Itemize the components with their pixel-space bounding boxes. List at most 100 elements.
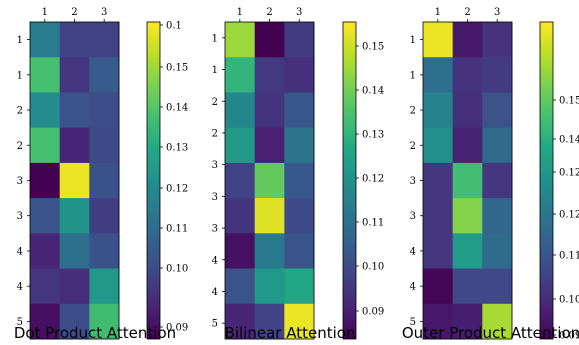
y-tick-label: 2 xyxy=(212,128,218,139)
colorbar-tick-label: 0.12 xyxy=(166,184,188,195)
x-tick-label: 3 xyxy=(296,7,302,18)
y-tick-label: 3 xyxy=(212,224,218,235)
heatmap-cell xyxy=(59,198,90,234)
y-tick-label: 5 xyxy=(410,317,416,328)
colorbar xyxy=(539,21,554,340)
heatmap-cell xyxy=(284,233,315,269)
heatmap-cell xyxy=(30,268,61,305)
heatmap-cell xyxy=(254,92,285,129)
heatmap-cell xyxy=(254,57,285,93)
heatmap-cell xyxy=(225,92,256,129)
heatmap-cell xyxy=(482,57,513,93)
chart-title: Outer Product Attention xyxy=(402,324,579,342)
colorbar-tick-label: 0.12 xyxy=(559,168,579,179)
heatmap-cell xyxy=(89,233,120,269)
heatmap-panel-3: 1 2 3 1 1 2 2 3 3 4 4 5 0.09 0.10 0.11 0.12 0.12 0.14 0.15… xyxy=(402,7,579,342)
heatmap-cell xyxy=(254,233,285,269)
colorbar-tick-label: 0.10 xyxy=(166,264,188,275)
heatmap-cell xyxy=(30,233,61,269)
colorbar-tick-label: 0.15 xyxy=(362,42,384,53)
heatmap-cell xyxy=(254,268,285,305)
heatmap-cell xyxy=(452,303,483,340)
heatmap-cell xyxy=(423,162,454,199)
heatmap-cell xyxy=(225,22,256,58)
heatmap-cell xyxy=(482,303,513,340)
y-tick-label: 3 xyxy=(212,192,218,203)
colorbar-tick-label: 0.13 xyxy=(166,143,188,154)
y-tick-label: 2 xyxy=(410,141,416,152)
x-tick-label: 1 xyxy=(42,7,48,18)
y-tick-label: 4 xyxy=(410,246,416,257)
heatmap-cell xyxy=(89,127,120,164)
heatmap-cell xyxy=(89,22,120,58)
heatmap-cell xyxy=(89,92,120,129)
y-tick-label: 2 xyxy=(17,141,23,152)
heatmap-cell xyxy=(423,127,454,164)
heatmap-cell xyxy=(89,57,120,93)
y-tick-label: 2 xyxy=(17,106,23,117)
y-tick-label: 3 xyxy=(410,211,416,222)
heatmap-cell xyxy=(423,303,454,340)
colorbar-tick-label: 0.11 xyxy=(166,224,188,235)
x-tick-label: 3 xyxy=(101,7,107,18)
colorbar-tick-label: 0.12 xyxy=(362,174,384,185)
y-tick-label: 5 xyxy=(17,317,23,328)
heatmap-cell xyxy=(423,233,454,269)
heatmap-cell xyxy=(482,268,513,305)
y-tick-label: 4 xyxy=(212,287,218,298)
heatmap-cell xyxy=(225,57,256,93)
heatmap-cell xyxy=(89,303,120,340)
heatmap-cell xyxy=(284,303,315,340)
heatmap-cell xyxy=(452,233,483,269)
colorbar-tick-label: 0.14 xyxy=(362,86,384,97)
y-tick-label: 1 xyxy=(212,65,218,76)
colorbar-tick-label: 0.09 xyxy=(166,323,188,334)
y-tick-label: 2 xyxy=(212,97,218,108)
heatmap-cell xyxy=(59,268,90,305)
y-tick-label: 4 xyxy=(212,255,218,266)
heatmap-cell xyxy=(482,92,513,129)
heatmap-panel-2: 1 2 3 1 1 2 2 3 3 3 4 4 5 0.09 0.10 0.11 0.12 0.13 0.14 0.1… xyxy=(212,7,385,342)
heatmap-cell xyxy=(284,268,315,305)
heatmap-cell xyxy=(59,233,90,269)
heatmap-cell xyxy=(59,92,90,129)
heatmap-cell xyxy=(59,162,90,199)
y-tick-label: 4 xyxy=(410,282,416,293)
heatmap-cell xyxy=(284,92,315,129)
y-tick-label: 3 xyxy=(212,160,218,171)
y-tick-label: 1 xyxy=(17,35,23,46)
x-tick-label: 1 xyxy=(237,7,243,18)
heatmap-cell xyxy=(452,92,483,129)
heatmap-cell xyxy=(423,268,454,305)
colorbar-tick-label: 0.11 xyxy=(362,218,384,229)
heatmap-cell xyxy=(452,162,483,199)
y-tick-label: 4 xyxy=(17,246,23,257)
colorbar-tick-label: 0.10 xyxy=(362,262,384,273)
heatmap-cell xyxy=(30,198,61,234)
colorbar-tick-label: 0.13 xyxy=(362,130,384,141)
y-tick-label: 1 xyxy=(212,33,218,44)
heatmap-cell xyxy=(423,198,454,234)
heatmap-panel-1: 1 2 3 1 1 2 2 3 3 4 4 5 0.09 0.10 0.11 0.12 0.13 0.14 0.15… xyxy=(14,7,188,342)
heatmap-cell xyxy=(30,303,61,340)
heatmap-cell xyxy=(254,162,285,199)
heatmap-cell xyxy=(30,127,61,164)
colorbar-tick-label: 0.11 xyxy=(559,251,579,262)
x-tick-label: 2 xyxy=(464,7,470,18)
heatmap-cell xyxy=(284,22,315,58)
heatmap-cell xyxy=(225,162,256,199)
heatmap-cell xyxy=(225,198,256,234)
x-tick-label: 1 xyxy=(435,7,441,18)
heatmap-cell xyxy=(254,22,285,58)
heatmap-cell xyxy=(284,57,315,93)
colorbar xyxy=(342,21,357,340)
heatmap-cell xyxy=(254,127,285,164)
heatmap-cell xyxy=(423,92,454,129)
heatmap-cell xyxy=(225,127,256,164)
y-tick-label: 1 xyxy=(17,70,23,81)
heatmap-cell xyxy=(284,127,315,164)
x-tick-label: 2 xyxy=(71,7,77,18)
colorbar-tick-label: 0.14 xyxy=(559,135,579,146)
x-tick-label: 2 xyxy=(266,7,272,18)
